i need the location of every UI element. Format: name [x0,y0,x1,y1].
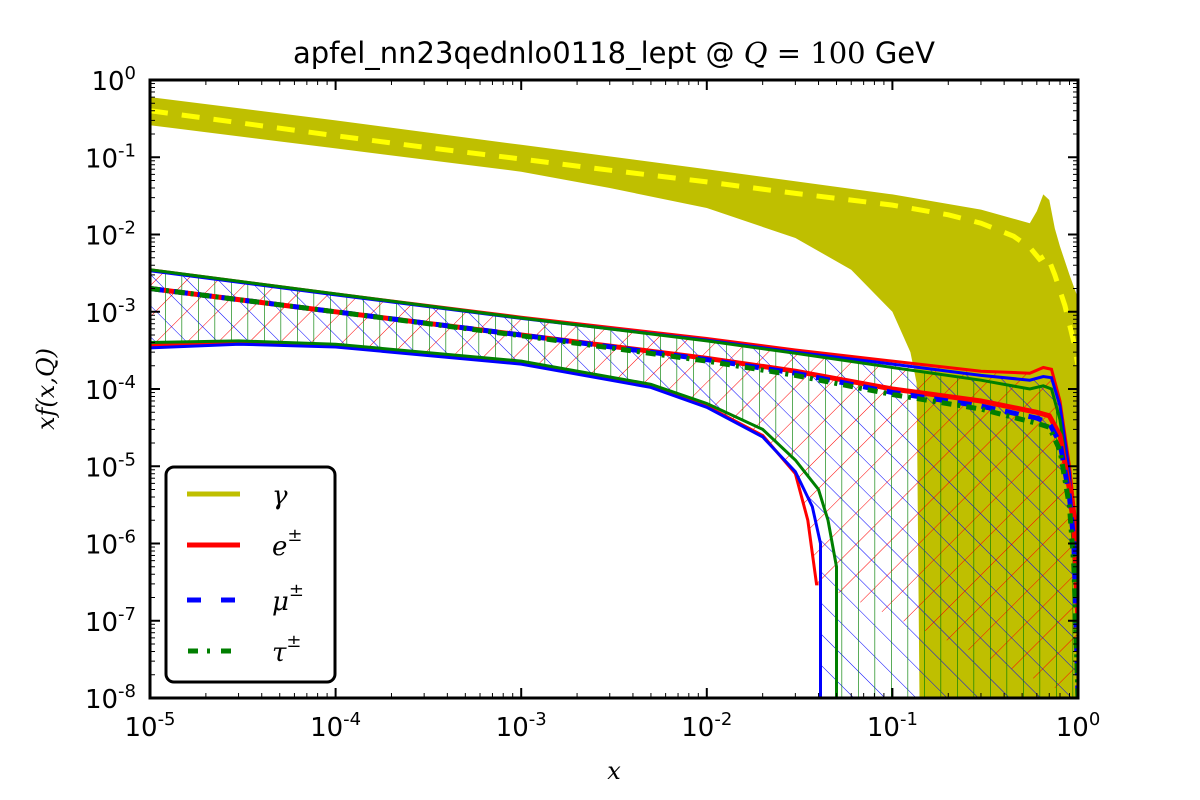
legend: γ e± μ± τ± [164,465,337,684]
y-tick-label: 10-8 [85,681,136,715]
x-tick-label: 10-5 [124,709,175,743]
tau-upper-edge [150,268,1078,621]
legend-label-gamma: γ [272,481,288,511]
y-tick-label: 10-1 [85,140,136,174]
x-axis-label: x [607,757,621,785]
tau-lower-edge [150,339,838,698]
y-tick-label: 10-6 [85,527,136,561]
tau-uncertainty-band [150,269,1078,698]
y-tick-label: 10-7 [85,604,136,638]
plot-area [150,97,1078,698]
gamma-central-line [150,108,1078,367]
y-tick-label: 10-4 [85,372,136,406]
y-tick-label: 10-2 [85,218,136,252]
x-tick-label: 100 [1056,709,1101,743]
x-tick-label: 10-1 [867,709,918,743]
muon-lower-edge [150,342,822,698]
x-tick-label: 10-2 [681,709,732,743]
gamma-uncertainty-band [150,97,1078,698]
electron-central-line [150,286,1078,621]
legend-box [164,465,337,684]
y-tick-label: 10-3 [85,295,136,329]
legend-label-electron: e± [272,525,302,562]
chart-title: apfel_nn23qednlo0118_lept @ Q = 100 GeV [293,36,935,70]
y-tick-label: 100 [91,63,136,97]
legend-label-muon: μ± [272,580,304,617]
x-tick-label: 10-3 [496,709,547,743]
axes: 10-5 10-4 10-3 10-2 10-1 100 100 10-1 10-2 10-3 10… [85,63,1100,743]
legend-label-tau: τ± [272,631,301,668]
tau-central-line [150,286,1078,698]
y-tick-label: 10-5 [85,449,136,483]
y-axis-label: xf(x,Q) [32,348,60,430]
x-tick-label: 10-4 [310,709,361,743]
